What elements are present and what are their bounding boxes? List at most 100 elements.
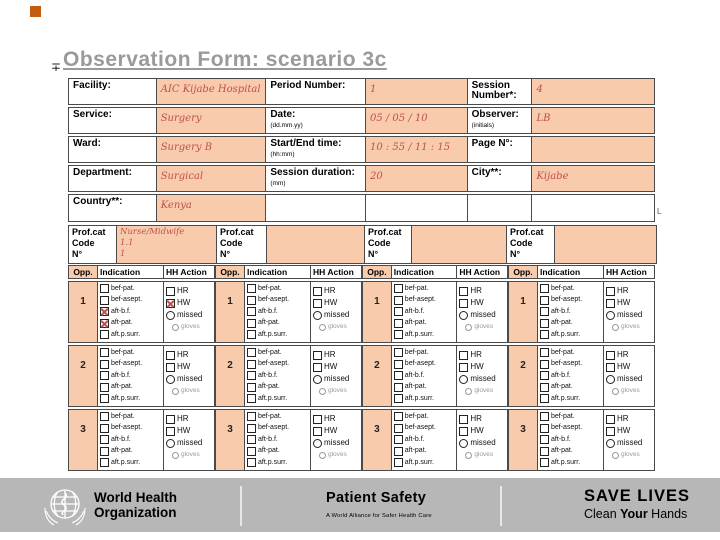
action-checkbox-hr xyxy=(606,286,615,296)
opportunity-number: 1 xyxy=(509,282,537,342)
action-label: HW xyxy=(617,426,631,435)
footer-banner xyxy=(0,478,720,532)
city-value: Kijabe xyxy=(531,166,655,191)
profcat-value-4 xyxy=(554,226,656,263)
indication-label: bef-asept. xyxy=(551,424,583,432)
observation-column-2: Opp. Indication HH Action 1 bef-pat. bef-asep… xyxy=(215,265,362,473)
action-label: gloves xyxy=(328,387,347,394)
city-label: City**: xyxy=(466,166,532,191)
indication-cell: bef-pat. bef-asept. aft-b.f. aft-pat. aft.p.… xyxy=(97,282,163,342)
indication-label: bef-pat. xyxy=(111,348,135,356)
indication-checkbox-aftpsurr xyxy=(100,394,109,404)
empty-cell xyxy=(265,195,365,221)
opportunity-number: 1 xyxy=(69,282,97,342)
action-label: HR xyxy=(324,350,336,359)
indication-checkbox-aftbf xyxy=(100,307,109,317)
opportunity-row: 3 bef-pat. bef-asept. aft-b.f. aft-pat. aft.p… xyxy=(215,409,362,471)
action-label: gloves xyxy=(474,323,494,330)
profcat-count: 1 xyxy=(120,249,126,259)
form-row-ward: Ward: Surgery B Start/End time: (hh:mm) 1… xyxy=(68,136,655,163)
indication-checkbox-aftpsurr xyxy=(247,458,256,468)
profcat-header: Prof.cat Code N° xyxy=(506,226,554,263)
opportunity-number: 1 xyxy=(363,282,391,342)
indication-checkbox-aftbf xyxy=(393,307,403,317)
indication-label: aft.p.surr. xyxy=(111,330,141,338)
action-label: gloves xyxy=(621,387,640,394)
indication-checkbox-befpat xyxy=(247,348,256,358)
opportunity-number: 2 xyxy=(363,346,391,406)
opportunity-row: 2 bef-pat. bef-asept. aft-b.f. aft-pat. aft.p… xyxy=(215,345,362,407)
action-label: missed xyxy=(177,374,203,383)
indication-label: bef-asept. xyxy=(111,296,143,304)
indication-label: bef-pat. xyxy=(551,412,575,420)
code-label: Code xyxy=(220,238,243,248)
opportunity-row: 2 bef-pat. bef-asept. aft-b.f. aft-pat. aft.p… xyxy=(508,345,655,407)
indication-label: aft-pat. xyxy=(551,383,573,391)
indication-cell: bef-pat. bef-asept. aft-b.f. aft-pat. aft.p.… xyxy=(244,410,310,470)
indication-header: Indication xyxy=(244,266,310,278)
profcat-header: Prof.cat Code N° xyxy=(69,226,116,263)
indication-checkbox-befpat xyxy=(393,412,403,422)
service-label: Service: xyxy=(69,108,156,133)
action-radio-missed xyxy=(459,310,469,320)
indication-checkbox-befasept xyxy=(540,295,549,305)
indication-cell: bef-pat. bef-asept. aft-b.f. aft-pat. aft.p.… xyxy=(537,282,603,342)
indication-checkbox-aftpat xyxy=(540,446,549,456)
opportunity-number: 2 xyxy=(69,346,97,406)
action-label: missed xyxy=(324,310,350,319)
action-checkbox-hr xyxy=(606,414,615,424)
profcat-code: 1.1 xyxy=(120,238,134,248)
profcat-label: Prof.cat xyxy=(510,227,544,237)
action-label: missed xyxy=(470,374,496,383)
indication-label: aft-pat. xyxy=(111,383,133,391)
indication-checkbox-aftpsurr xyxy=(247,330,256,340)
opp-header: Opp. xyxy=(216,266,244,278)
indication-checkbox-befasept xyxy=(247,295,256,305)
indication-checkbox-befasept xyxy=(100,359,109,369)
action-label: missed xyxy=(617,310,643,319)
indication-cell: bef-pat. bef-asept. aft-b.f. aft-pat. aft.p.… xyxy=(97,410,163,470)
indication-checkbox-aftpsurr xyxy=(540,394,549,404)
hh-action-header: HH Action xyxy=(310,266,361,278)
indication-label: aft.p.surr. xyxy=(111,458,141,466)
indication-checkbox-aftpsurr xyxy=(393,458,403,468)
opportunity-row: 3 bef-pat. bef-asept. aft-b.f. aft-pat. aft.p… xyxy=(508,409,655,471)
action-radio-gloves xyxy=(465,451,473,459)
indication-checkbox-aftbf xyxy=(540,307,549,317)
indication-cell: bef-pat. bef-asept. aft-b.f. aft-pat. aft.p.… xyxy=(244,346,310,406)
opportunity-row: 1 bef-pat. bef-asept. aft-b.f. aft-pat. aft.p… xyxy=(68,281,215,343)
action-label: missed xyxy=(617,374,643,383)
indication-label: bef-asept. xyxy=(404,360,436,368)
action-label: missed xyxy=(324,374,350,383)
action-checkbox-hw xyxy=(459,426,469,436)
action-label: HW xyxy=(324,426,338,435)
professional-category-band: Prof.cat Code N° Nurse/Midwife 1.1 1 Prof.ca… xyxy=(68,225,657,264)
footer-divider xyxy=(240,486,242,526)
indication-header: Indication xyxy=(537,266,603,278)
hh-action-cell: HR HW missed gloves xyxy=(456,282,507,342)
indication-label: aft-pat. xyxy=(258,319,280,327)
indication-checkbox-befpat xyxy=(393,348,403,358)
observation-column-4: Opp. Indication HH Action 1 bef-pat. bef-asep… xyxy=(508,265,655,473)
opportunity-row: 1 bef-pat. bef-asept. aft-b.f. aft-pat. aft.p… xyxy=(362,281,508,343)
indication-label: bef-pat. xyxy=(404,412,429,420)
action-label: gloves xyxy=(328,451,347,458)
indication-label: bef-pat. xyxy=(258,412,282,420)
action-checkbox-hr xyxy=(166,350,175,360)
indication-label: aft-b.f. xyxy=(111,307,131,315)
opportunity-number: 1 xyxy=(216,282,244,342)
duration-format-hint: (mm) xyxy=(270,180,286,187)
indication-label: aft-b.f. xyxy=(551,435,571,443)
indication-label: bef-pat. xyxy=(258,284,282,292)
action-checkbox-hr xyxy=(459,286,469,296)
who-name: World Health Organization xyxy=(94,490,177,520)
action-radio-gloves xyxy=(612,323,619,331)
opportunity-number: 3 xyxy=(363,410,391,470)
action-radio-missed xyxy=(313,310,322,320)
action-label: HR xyxy=(177,414,189,423)
action-checkbox-hw xyxy=(166,426,175,436)
period-number-value: 1 xyxy=(364,79,467,104)
indication-checkbox-aftpat xyxy=(100,382,109,392)
hh-action-header: HH Action xyxy=(456,266,507,278)
page-number-value xyxy=(531,137,655,162)
